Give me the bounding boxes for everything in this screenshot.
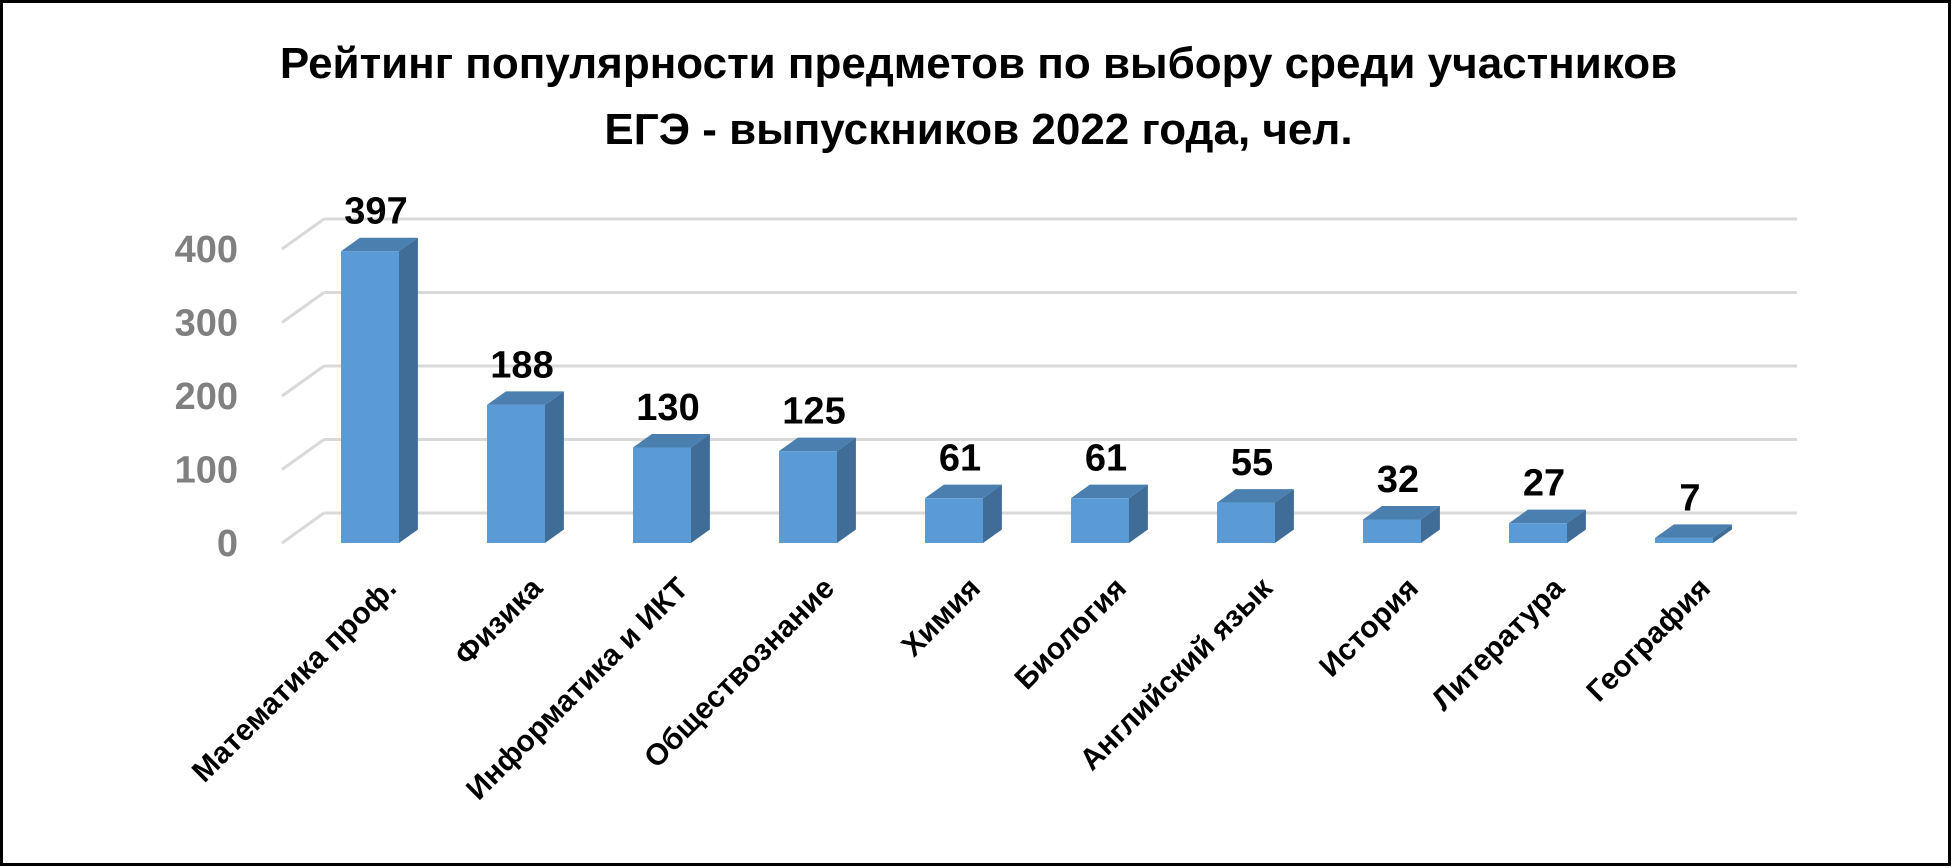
category-label: Химия	[895, 572, 987, 664]
chart-title: Рейтинг популярности предметов по выбору…	[3, 31, 1954, 163]
category-label: Математика проф.	[186, 572, 403, 789]
data-label: 7	[1679, 477, 1700, 519]
y-tick-label: 100	[175, 450, 238, 492]
bar	[1071, 484, 1148, 543]
y-tick-label: 300	[175, 303, 238, 345]
bar	[925, 484, 1002, 543]
y-tick-label: 200	[175, 376, 238, 418]
bars	[341, 237, 1732, 543]
bar	[633, 433, 710, 543]
bar	[1217, 489, 1294, 543]
bar	[1363, 505, 1440, 543]
data-labels: 397 188 130 125 61 61 55 32 27 7	[344, 191, 1700, 520]
y-tick-label: 400	[175, 229, 238, 271]
data-label: 397	[344, 191, 407, 233]
category-label: География	[1580, 572, 1717, 709]
chart-title-line-2: ЕГЭ - выпускников 2022 года, чел.	[604, 105, 1353, 154]
bar	[1655, 524, 1732, 543]
gridlines	[281, 217, 1797, 545]
gridline	[281, 291, 1797, 324]
data-label: 125	[782, 391, 845, 433]
category-label: Биология	[1008, 572, 1132, 696]
bar	[779, 437, 856, 543]
bar	[341, 237, 418, 543]
bar	[1509, 509, 1586, 543]
category-label: Литература	[1426, 571, 1572, 717]
y-axis-tick-labels: 0 100 200 300 400	[175, 229, 238, 565]
category-label: История	[1313, 572, 1425, 684]
data-label: 27	[1523, 463, 1565, 505]
data-label: 130	[636, 387, 699, 429]
chart-title-line-1: Рейтинг популярности предметов по выбору…	[279, 39, 1678, 88]
data-label: 188	[490, 344, 553, 386]
data-label: 32	[1377, 459, 1419, 501]
y-tick-label: 0	[217, 523, 238, 565]
gridline	[281, 217, 1797, 251]
data-label: 61	[939, 438, 981, 480]
data-label: 55	[1231, 442, 1273, 484]
gridline	[281, 364, 1797, 398]
gridline	[281, 438, 1797, 471]
category-label: Физика	[448, 571, 549, 672]
bar	[487, 391, 564, 543]
data-label: 61	[1085, 438, 1127, 480]
